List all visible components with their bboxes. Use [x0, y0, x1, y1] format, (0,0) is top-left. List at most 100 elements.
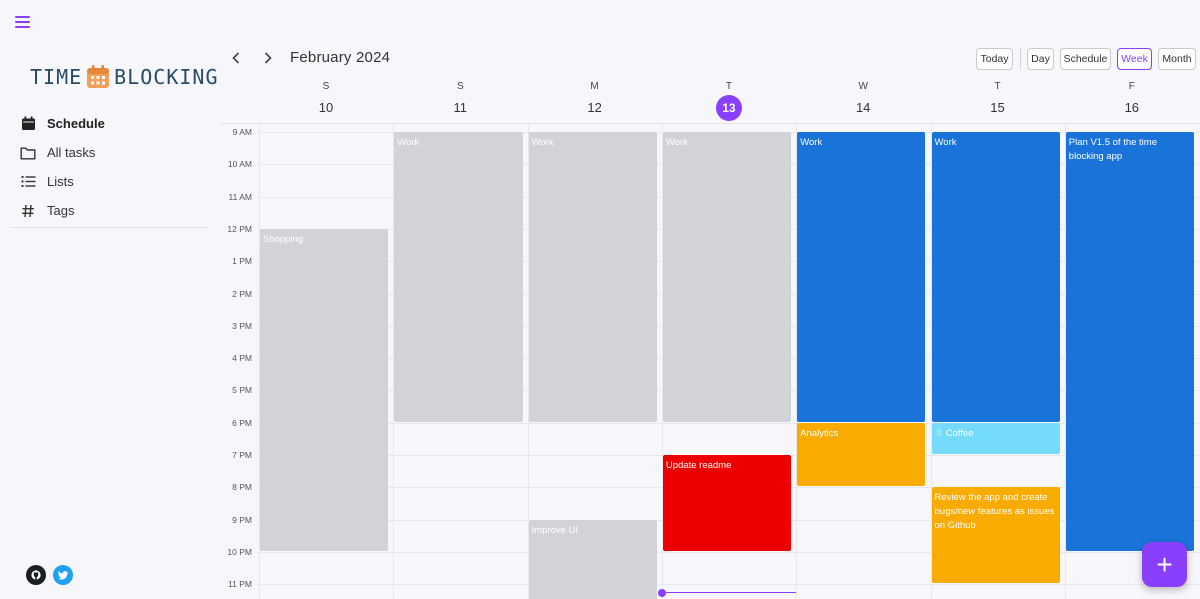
event-block[interactable]: Work	[662, 132, 792, 422]
twitter-icon[interactable]	[53, 565, 73, 585]
event-title: Plan V1.5 of the time blocking app	[1068, 137, 1157, 162]
day-header[interactable]: S 10	[259, 80, 393, 116]
hash-icon	[20, 203, 36, 219]
sidebar-nav: Schedule All tasks Lists Tags	[10, 109, 208, 228]
event-title: Work	[531, 137, 554, 148]
day-column-divider	[393, 124, 395, 599]
week-grid[interactable]: 9 AM 10 AM 11 AM 12 PM 1 PM 2 PM 3 PM 4 PM 5 PM 6…	[220, 123, 1200, 599]
day-letter: S	[456, 81, 464, 92]
logo-calendar-icon	[86, 64, 110, 89]
time-label: 6 PM	[232, 417, 252, 428]
hour-gridline	[258, 584, 1200, 586]
day-header[interactable]: T 13	[662, 80, 796, 121]
event-block[interactable]: Work	[528, 132, 657, 422]
event-title: Analytics	[800, 427, 839, 439]
view-day-button[interactable]: Day	[1027, 48, 1054, 70]
day-number: 12	[587, 100, 602, 115]
day-header[interactable]: S 11	[393, 80, 527, 116]
hour-gridline	[258, 422, 1200, 424]
app-logo: TIME BLOCKING	[30, 64, 219, 89]
event-title: Update readme	[665, 460, 732, 471]
sidebar-item-tags[interactable]: Tags	[10, 196, 208, 225]
time-label: 4 PM	[232, 353, 252, 364]
time-label: 1 PM	[232, 256, 252, 267]
time-label: 10 AM	[227, 159, 252, 170]
event-title: Work	[665, 137, 688, 148]
day-number: 11	[453, 100, 468, 115]
view-schedule-button[interactable]: Schedule	[1060, 48, 1111, 70]
calendar-icon	[20, 116, 36, 132]
logo-text-time: TIME	[30, 64, 83, 89]
hour-gridline	[258, 551, 1200, 553]
header-divider	[1020, 48, 1021, 70]
time-label: 10 PM	[227, 546, 252, 557]
sidebar-item-label: All tasks	[47, 145, 96, 160]
sidebar-item-label: Tags	[47, 203, 75, 218]
month-title: February 2024	[290, 49, 391, 66]
time-label: 9 AM	[232, 127, 252, 137]
day-number: 14	[855, 100, 871, 115]
day-letter: M	[590, 81, 599, 92]
event-title: Work	[800, 137, 823, 148]
event-block[interactable]: Improve UI	[528, 519, 657, 599]
folder-icon	[20, 145, 36, 161]
time-label: 11 AM	[228, 191, 252, 202]
sidebar-item-lists[interactable]: Lists	[10, 167, 208, 196]
event-title: Work	[934, 137, 957, 148]
event-block[interactable]: Plan V1.5 of the time blocking app	[1065, 132, 1195, 551]
next-week-button[interactable]	[262, 50, 274, 71]
day-header[interactable]: F 16	[1065, 80, 1199, 116]
view-week-button[interactable]: Week	[1117, 48, 1152, 70]
event-block[interactable]: ☃ Coffee	[931, 422, 1060, 454]
event-title: Shopping	[263, 233, 304, 245]
current-time-line	[661, 592, 797, 594]
event-title: ☃ Coffee	[934, 427, 974, 439]
event-block[interactable]: Review the app and create bugs/new featu…	[931, 487, 1060, 584]
event-block[interactable]: Work	[797, 132, 926, 422]
day-column-divider	[1064, 124, 1066, 599]
chevron-right-icon	[264, 52, 272, 64]
day-column-divider	[930, 124, 932, 599]
time-label: 12 PM	[227, 223, 252, 234]
plus-icon: +	[1156, 549, 1173, 580]
sidebar-item-all-tasks[interactable]: All tasks	[10, 138, 208, 167]
time-label: 3 PM	[232, 320, 252, 331]
chevron-left-icon	[232, 52, 240, 64]
event-block[interactable]: Work	[394, 132, 523, 422]
time-label: 7 PM	[232, 450, 252, 460]
day-number: 10	[318, 100, 334, 115]
view-month-button[interactable]: Month	[1158, 48, 1196, 70]
time-label: 8 PM	[232, 482, 252, 493]
sidebar-item-label: Lists	[47, 174, 74, 189]
event-block[interactable]: Work	[931, 132, 1060, 422]
sidebar-item-schedule[interactable]: Schedule	[10, 109, 208, 138]
sidebar-item-label: Schedule	[47, 116, 105, 131]
day-number: 15	[990, 100, 1005, 115]
day-header[interactable]: T 15	[931, 80, 1065, 116]
day-letter: W	[858, 81, 868, 92]
day-header[interactable]: M 12	[528, 80, 662, 116]
current-time-dot	[657, 588, 666, 597]
time-label: 11 PM	[228, 579, 252, 590]
day-column-divider	[661, 124, 663, 599]
github-icon[interactable]	[26, 565, 46, 585]
event-block[interactable]: Analytics	[797, 422, 926, 487]
day-header[interactable]: W 14	[796, 80, 930, 116]
list-icon	[20, 174, 36, 190]
menu-icon[interactable]	[14, 14, 32, 30]
today-button[interactable]: Today	[976, 48, 1013, 70]
day-number: 16	[1124, 100, 1140, 115]
day-column-divider	[796, 124, 798, 599]
prev-week-button[interactable]	[230, 50, 242, 71]
event-block[interactable]: Shopping	[260, 228, 389, 551]
day-letter: S	[322, 81, 330, 92]
event-title: Improve UI	[531, 524, 579, 536]
social-links	[26, 565, 73, 585]
day-letter: F	[1128, 81, 1135, 92]
day-column-divider	[527, 124, 529, 599]
event-title: Review the app and create bugs/new featu…	[934, 492, 1055, 532]
add-task-button[interactable]: +	[1142, 542, 1187, 587]
event-block[interactable]: Update readme	[662, 455, 792, 551]
day-letter: T	[994, 81, 1001, 92]
time-label: 9 PM	[232, 514, 252, 525]
